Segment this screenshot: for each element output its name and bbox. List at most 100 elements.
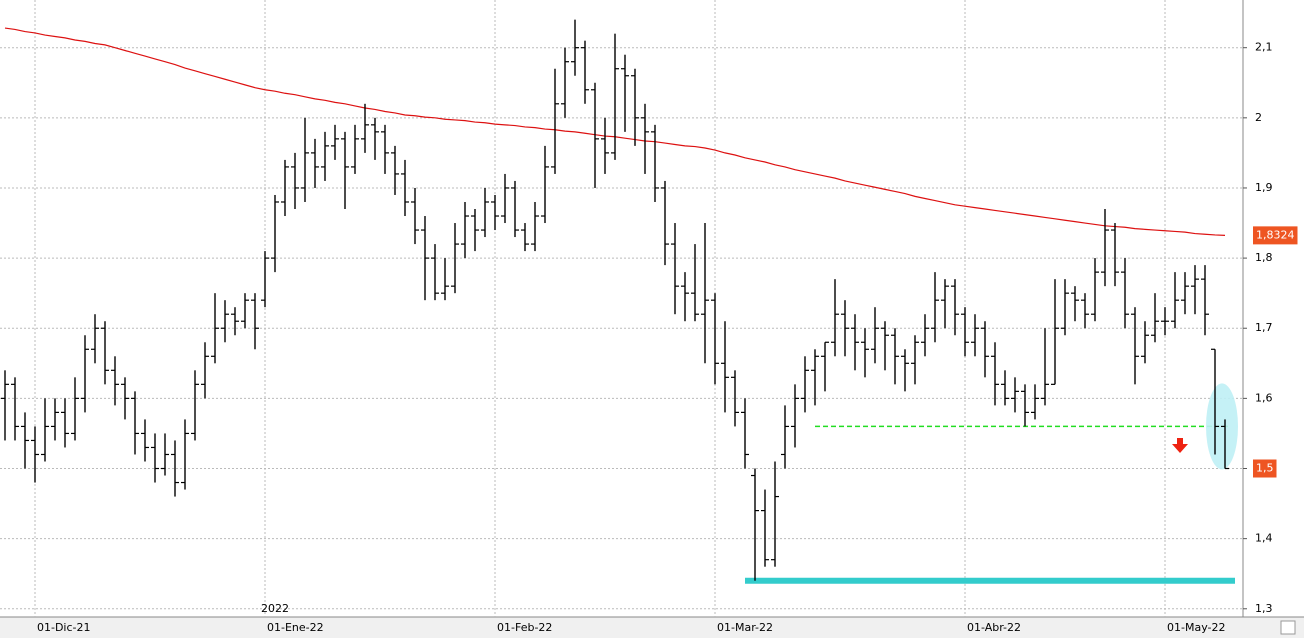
ohlc-bar xyxy=(381,124,389,174)
ohlc-bar xyxy=(671,223,679,315)
ohlc-bar xyxy=(881,321,889,371)
ohlc-bar xyxy=(131,391,139,455)
ohlc-bar xyxy=(391,145,399,195)
ohlc-bar xyxy=(851,314,859,371)
ohlc-bar xyxy=(251,293,259,350)
ohlc-bar xyxy=(61,398,69,448)
x-tick-label: 01-May-22 xyxy=(1167,621,1225,634)
price-tag xyxy=(1253,459,1277,478)
ohlc-bar xyxy=(861,328,869,378)
ohlc-bar xyxy=(101,321,109,385)
ohlc-bar xyxy=(751,468,759,581)
ohlc-bar xyxy=(731,370,739,427)
ohlc-bar xyxy=(311,138,319,188)
y-tick-label: 1,3 xyxy=(1255,602,1273,615)
ohlc-bar xyxy=(451,223,459,294)
ohlc-bar xyxy=(911,335,919,385)
ohlc-bar xyxy=(1181,272,1189,315)
ohlc-bar xyxy=(901,349,909,392)
y-tick-label: 1,7 xyxy=(1255,321,1273,334)
ohlc-bar xyxy=(891,328,899,385)
ohlc-bar xyxy=(341,131,349,210)
ohlc-bar xyxy=(601,117,609,174)
ohlc-bar xyxy=(401,159,409,217)
ohlc-bar xyxy=(301,117,309,202)
x-tick-label: 01-Abr-22 xyxy=(967,621,1021,634)
ohlc-bar xyxy=(151,433,159,483)
ohlc-bar xyxy=(1041,328,1049,406)
ohlc-bar xyxy=(691,244,699,322)
y-tick-label: 1,6 xyxy=(1255,391,1273,404)
icon-box[interactable] xyxy=(1280,620,1296,635)
ohlc-bar xyxy=(1091,258,1099,322)
ohlc-bar xyxy=(931,272,939,343)
ohlc-bar xyxy=(141,419,149,462)
ohlc-bar xyxy=(321,131,329,181)
ohlc-bar xyxy=(201,342,209,399)
ohlc-bar xyxy=(681,272,689,322)
ohlc-bar xyxy=(1171,272,1179,329)
ohlc-bar xyxy=(241,293,249,329)
scroll-icon[interactable] xyxy=(1280,620,1296,635)
ohlc-bar xyxy=(791,384,799,448)
ohlc-bar xyxy=(41,398,49,462)
ohlc-bar xyxy=(1161,307,1169,336)
ohlc-bar xyxy=(91,314,99,364)
ohlc-bar xyxy=(261,251,269,308)
ohlc-bar xyxy=(631,68,639,146)
ohlc-bar xyxy=(781,405,789,469)
y-tick-label: 1,4 xyxy=(1255,532,1273,545)
ohlc-bar xyxy=(591,82,599,188)
ohlc-bar xyxy=(331,124,339,160)
x-tick-label: 01-Mar-22 xyxy=(717,621,773,634)
ohlc-bar xyxy=(111,356,119,406)
ohlc-bar xyxy=(191,370,199,441)
ohlc-bar xyxy=(431,244,439,301)
ohlc-bar xyxy=(981,321,989,378)
ohlc-bar xyxy=(621,54,629,132)
ohlc-bar xyxy=(651,124,659,202)
ohlc-bar xyxy=(441,258,449,301)
ohlc-bar xyxy=(721,321,729,413)
ohlc-bar xyxy=(641,103,649,174)
ohlc-bar xyxy=(281,159,289,217)
ohlc-bar xyxy=(161,433,169,476)
ohlc-bar xyxy=(1201,265,1209,336)
x-tick-label: 01-Dic-21 xyxy=(37,621,91,634)
ohlc-bar xyxy=(1081,293,1089,329)
ohlc-bar xyxy=(371,117,379,160)
ohlc-bar xyxy=(1051,279,1059,385)
ohlc-bar xyxy=(571,19,579,76)
ohlc-bar xyxy=(831,279,839,357)
ohlc-bar xyxy=(171,440,179,497)
x-tick-label: 01-Feb-22 xyxy=(497,621,552,634)
price-tag xyxy=(1253,226,1298,245)
ohlc-bar xyxy=(1221,419,1229,470)
ohlc-bar xyxy=(211,293,219,364)
ohlc-bar xyxy=(821,341,829,392)
ohlc-bar xyxy=(551,68,559,174)
ohlc-bar xyxy=(351,124,359,174)
ohlc-bar xyxy=(841,300,849,357)
x-axis-strip xyxy=(0,617,1304,638)
ohlc-bar xyxy=(421,216,429,301)
x-tick-label: 01-Ene-22 xyxy=(267,621,324,634)
year-label: 2022 xyxy=(261,602,289,615)
ohlc-bar xyxy=(121,377,129,420)
ohlc-bar xyxy=(761,489,769,567)
ohlc-bar xyxy=(21,412,29,469)
ohlc-bar xyxy=(611,33,619,160)
ohlc-bar xyxy=(871,307,879,364)
y-tick-label: 1,9 xyxy=(1255,181,1273,194)
ohlc-bar xyxy=(11,377,19,441)
price-tag-label: 1,8324 xyxy=(1256,228,1295,241)
ohlc-bar xyxy=(481,187,489,238)
ohlc-bar xyxy=(711,293,719,385)
ohlc-bar xyxy=(561,47,569,118)
ohlc-bar xyxy=(1121,258,1129,329)
ohlc-bar xyxy=(181,419,189,490)
ohlc-bar xyxy=(1011,377,1019,413)
ohlc-bar xyxy=(1001,370,1009,406)
